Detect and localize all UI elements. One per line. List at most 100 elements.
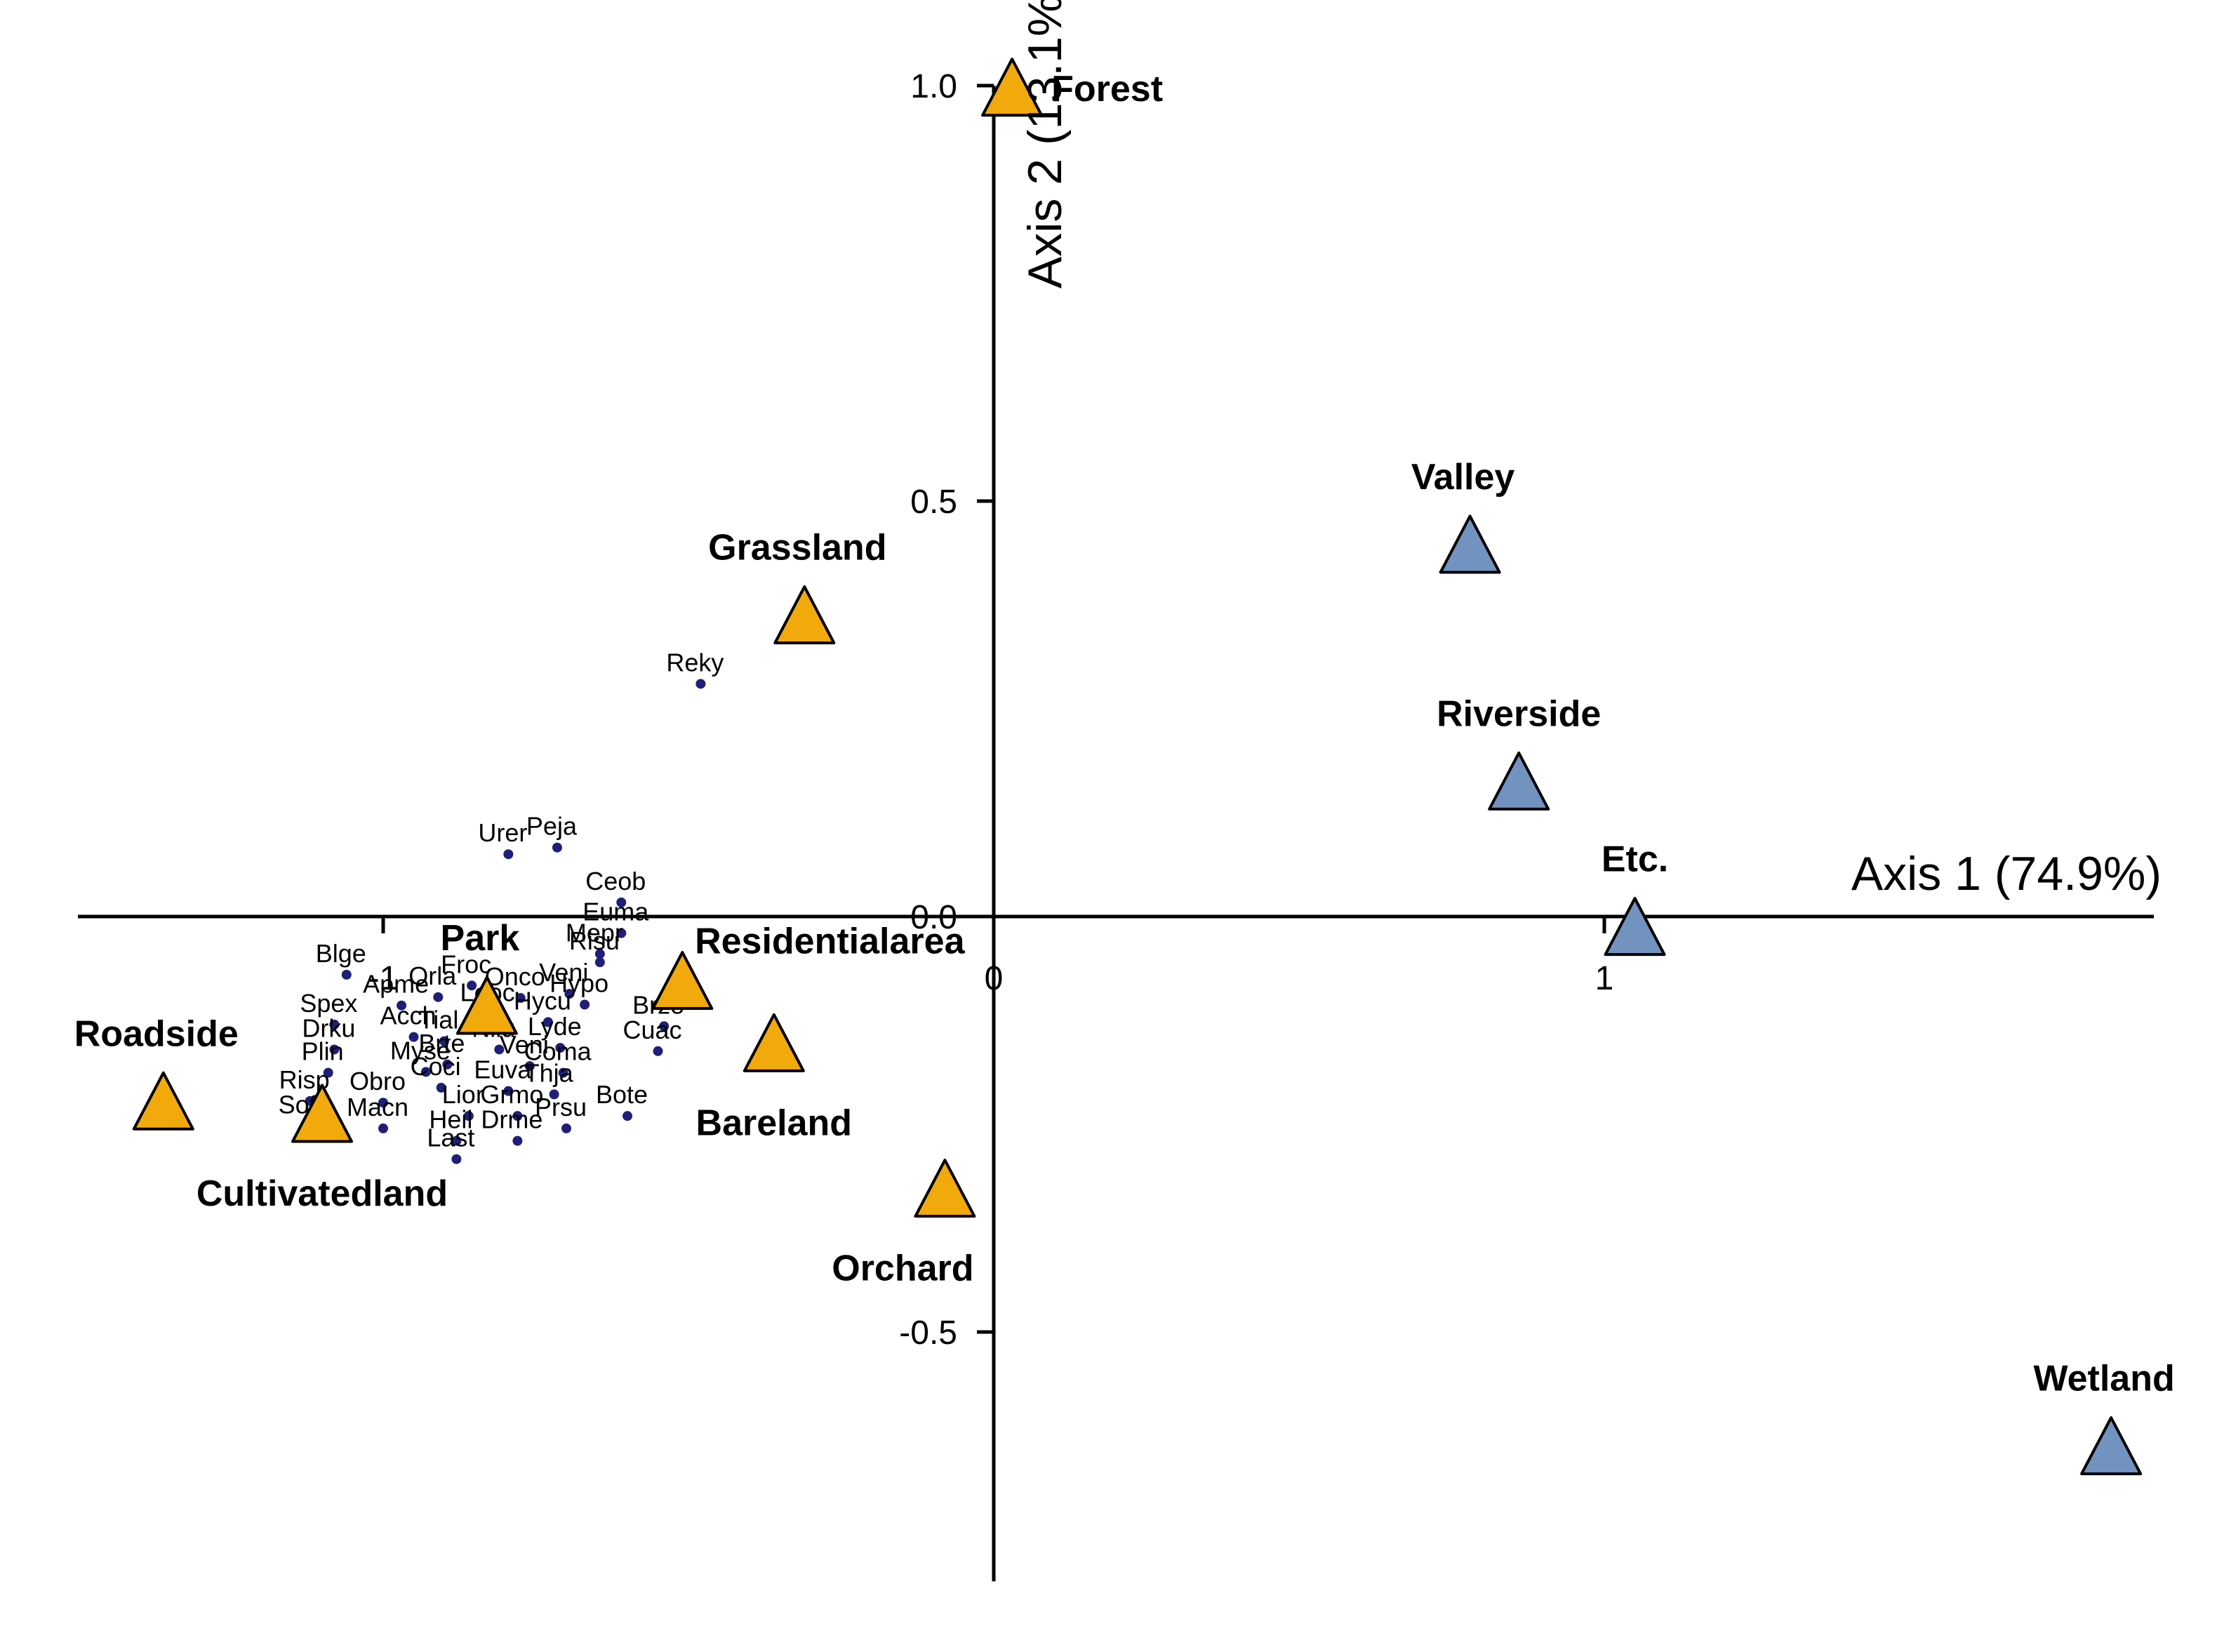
- species-label: Apme: [363, 970, 429, 999]
- species-point: [494, 1044, 505, 1055]
- species-point: [558, 1067, 568, 1078]
- site-label: Roadside: [74, 1013, 239, 1054]
- species-label: Mepr: [566, 918, 623, 947]
- site-label: Park: [441, 918, 520, 959]
- species-point: [451, 1135, 462, 1146]
- species-label: Risu: [569, 926, 620, 955]
- site-label: Residentialarea: [695, 921, 965, 962]
- site-label: Etc.: [1602, 839, 1668, 880]
- x-tick-label: -1: [368, 960, 399, 997]
- species-point: [341, 969, 352, 980]
- species-point: [433, 992, 444, 1002]
- species-label: Lior: [442, 1080, 484, 1109]
- species-point: [463, 1111, 474, 1121]
- species-point: [467, 980, 477, 991]
- species-label: Myse: [390, 1036, 451, 1065]
- species-point: [329, 1019, 340, 1030]
- species-label: Onco: [485, 962, 545, 991]
- x-axis-ticks: -1 0 1: [368, 917, 1614, 997]
- species-point: [659, 1021, 670, 1032]
- species-label: Last: [427, 1124, 474, 1152]
- species-point: [512, 1135, 523, 1146]
- species-point: [555, 1043, 566, 1053]
- species-label: Thja: [524, 1058, 574, 1087]
- site-label: Wetland: [2033, 1359, 2174, 1399]
- species-label: Spex: [300, 989, 357, 1018]
- x-axis-title: Axis 1 (74.9%): [1851, 847, 2162, 900]
- y-axis-ticks: -0.5 0.0 0.5 1.0: [899, 68, 994, 1352]
- species-label: Hypo: [550, 969, 608, 998]
- species-label: Orla: [408, 961, 457, 990]
- species-point: [564, 989, 575, 999]
- site-label: Valley: [1411, 457, 1515, 498]
- species-point: [439, 1036, 449, 1046]
- site-label: Bareland: [696, 1103, 853, 1143]
- species-point: [623, 1111, 632, 1121]
- species-point: [408, 1032, 419, 1042]
- site-marker: [1439, 514, 1501, 574]
- site-marker: [455, 975, 518, 1035]
- species-label: Tial: [419, 1006, 459, 1034]
- site-label: Grassland: [708, 528, 886, 568]
- species-point: [329, 1044, 340, 1055]
- species-point: [515, 993, 526, 1004]
- species-label: Cuac: [623, 1015, 681, 1044]
- species-point: [616, 928, 627, 938]
- site-marker: [981, 58, 1044, 117]
- species-point: [616, 897, 627, 907]
- x-tick-label: 1: [1595, 960, 1614, 997]
- species-label: Blge: [316, 939, 366, 968]
- species-label: Plin: [302, 1037, 344, 1066]
- site-marker: [914, 1159, 976, 1218]
- species-point: [420, 1067, 431, 1077]
- sites-layer: Forest Grassland Park Residentialarea Barela…: [74, 58, 2175, 1476]
- species-point: [503, 849, 514, 860]
- site-marker: [1488, 751, 1550, 811]
- species-label: Hycu: [514, 986, 571, 1015]
- species-point: [542, 1017, 553, 1027]
- axes-layer: -1 0 1 -0.5 0.0 0.5 1.0: [78, 68, 2154, 1582]
- y-tick-label: 0.5: [910, 484, 957, 521]
- site-marker: [651, 951, 714, 1011]
- species-label: Obro: [349, 1067, 406, 1095]
- species-label: Lyde: [528, 1012, 582, 1041]
- species-label: Coma: [524, 1037, 592, 1066]
- species-label: Euma: [582, 898, 649, 926]
- species-label: Veni: [500, 1030, 549, 1059]
- y-tick-label: 0.0: [910, 899, 957, 936]
- species-label: Euva: [474, 1055, 532, 1084]
- site-marker: [2080, 1416, 2143, 1476]
- species-label: Macn: [347, 1093, 408, 1121]
- species-label: Drku: [302, 1013, 355, 1042]
- species-label: Froc: [441, 950, 491, 978]
- species-point: [653, 1046, 663, 1056]
- species-label: Peja: [526, 812, 578, 841]
- species-point: [549, 1089, 559, 1100]
- species-point: [436, 1082, 446, 1093]
- species-point: [552, 842, 562, 853]
- species-label: Heil: [429, 1105, 472, 1134]
- species-point: [378, 1098, 388, 1108]
- site-label: Cultivatedland: [197, 1173, 448, 1214]
- species-point: [594, 957, 605, 968]
- species-label: Acch: [380, 1001, 436, 1030]
- site-label: Forest: [1051, 69, 1163, 109]
- site-marker: [1604, 897, 1666, 957]
- species-label: Grmo: [480, 1080, 543, 1109]
- species-point: [695, 679, 706, 689]
- species-point: [594, 949, 605, 959]
- species-point: [512, 1111, 523, 1121]
- species-point: [378, 1123, 388, 1133]
- species-point: [451, 1154, 462, 1164]
- y-axis-title: Axis 2 (13.1%): [1018, 0, 1072, 288]
- x-tick-label: 0: [985, 960, 1004, 997]
- species-label: Prsu: [535, 1093, 587, 1121]
- species-point: [323, 1067, 333, 1078]
- species-point: [561, 1123, 571, 1133]
- y-tick-label: -0.5: [899, 1314, 957, 1352]
- species-label: Bote: [596, 1080, 648, 1109]
- species-point: [524, 1061, 535, 1072]
